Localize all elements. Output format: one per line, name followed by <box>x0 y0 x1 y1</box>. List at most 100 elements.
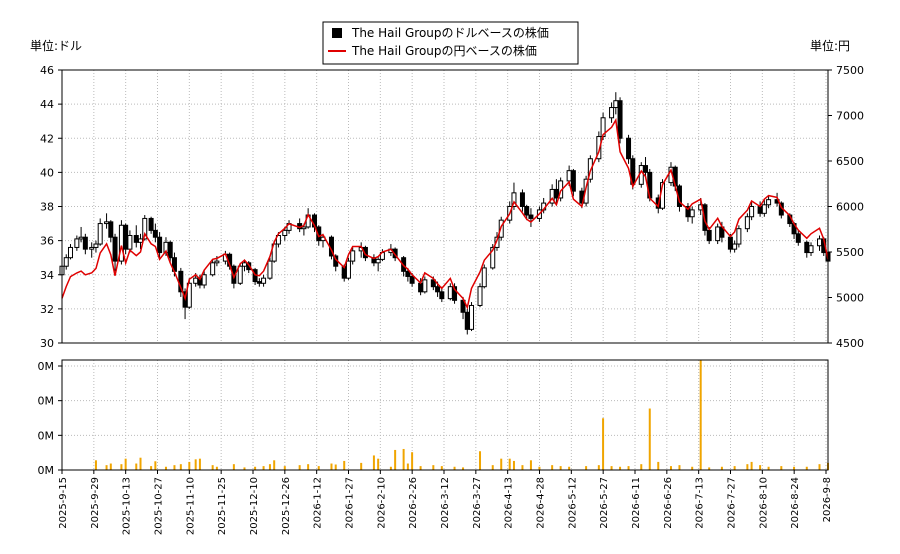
volume-bar <box>188 461 191 470</box>
x-axis-tick-label: 2026-2-10 <box>376 477 387 529</box>
volume-bar <box>334 464 337 470</box>
legend: The Hail Groupのドルベースの株価 The Hail Groupの円… <box>322 21 579 65</box>
candle-down <box>617 100 623 139</box>
volume-bar <box>500 458 503 470</box>
right-axis-unit-label: 単位:円 <box>810 38 850 53</box>
candle-down <box>452 286 458 301</box>
candle-down <box>316 226 322 242</box>
candle-down <box>524 206 530 216</box>
candle-up <box>104 221 110 225</box>
volume-bar <box>406 463 409 470</box>
volume-bar <box>720 466 723 470</box>
x-axis-tick-label: 2026-9-8 <box>822 477 833 522</box>
volume-bar <box>173 465 176 470</box>
volume-bar <box>360 462 363 470</box>
volume-bar <box>194 459 197 470</box>
right-axis-tick-label: 6500 <box>836 155 864 168</box>
x-axis-tick-label: 2025-11-10 <box>185 477 196 535</box>
volume-bar <box>818 464 821 470</box>
candle-up <box>494 236 500 248</box>
candle-up <box>214 260 220 264</box>
candle-up <box>67 246 73 259</box>
left-axis-tick-label: 42 <box>40 132 54 145</box>
left-axis-tick-label: 30 <box>40 337 54 350</box>
candle-down <box>256 281 262 284</box>
right-axis-tick-label: 5500 <box>836 246 864 259</box>
volume-bar <box>164 466 167 470</box>
x-axis-tick-label: 2026-4-13 <box>504 477 515 529</box>
candle-up <box>74 238 80 248</box>
candle-up <box>481 267 487 288</box>
candle-down <box>460 299 466 313</box>
volume-bar <box>691 466 694 470</box>
x-axis-tick-label: 2025-9-29 <box>90 477 101 529</box>
volume-bar <box>521 465 524 470</box>
x-axis-tick-label: 2025-10-13 <box>122 477 133 535</box>
candle-up <box>422 279 428 293</box>
candle-up <box>89 246 95 250</box>
volume-bar <box>94 460 97 470</box>
x-axis-tick-label: 2026-1-12 <box>313 477 324 529</box>
candle-up <box>127 235 133 250</box>
left-axis-tick-label: 44 <box>40 98 54 111</box>
volume-bar <box>307 464 310 470</box>
x-axis-tick-label: 2025-9-15 <box>58 477 69 529</box>
candle-up <box>193 277 199 284</box>
volume-bar <box>215 466 218 470</box>
volume-bar <box>462 467 465 470</box>
x-axis-tick-label: 2026-3-12 <box>440 477 451 529</box>
volume-bar <box>402 448 405 470</box>
volume-bar <box>551 465 554 470</box>
candle-up <box>345 260 351 279</box>
candle-down <box>152 229 158 238</box>
candle-up <box>566 170 572 182</box>
volume-bar <box>419 466 422 470</box>
left-axis-tick-label: 36 <box>40 235 54 248</box>
candle-down <box>464 311 470 330</box>
candle-up <box>511 192 517 208</box>
left-axis-tick-label: 38 <box>40 201 54 214</box>
yen-price-line <box>61 117 829 310</box>
candle-up <box>63 257 69 267</box>
volume-bar <box>232 464 235 470</box>
candle-down <box>570 170 576 192</box>
volume-axis-tick-label: 0M <box>38 360 55 373</box>
volume-bar <box>746 464 749 470</box>
volume-bar <box>124 458 127 470</box>
candle-down <box>553 188 559 199</box>
volume-bar <box>372 455 375 470</box>
volume-bar <box>627 466 630 470</box>
volume-bar <box>640 464 643 470</box>
x-axis-tick-label: 2025-12-26 <box>281 477 292 535</box>
candle-down <box>112 236 118 262</box>
candle-up <box>267 260 273 279</box>
candle-down <box>439 291 445 300</box>
candle-up <box>186 282 192 308</box>
volume-bar <box>139 457 142 470</box>
volume-bar <box>708 467 711 470</box>
candle-down <box>643 165 649 173</box>
x-axis-tick-label: 2026-6-26 <box>663 477 674 529</box>
x-axis-tick-label: 2026-4-28 <box>536 477 547 529</box>
volume-bar <box>602 418 605 470</box>
x-axis-tick-label: 2025-12-10 <box>249 477 260 535</box>
legend-entry-jpy: The Hail Groupの円ベースの株価 <box>351 43 537 58</box>
volume-bar <box>411 452 414 470</box>
candle-down <box>362 246 368 259</box>
volume-bar <box>150 466 153 470</box>
candle-down <box>795 233 801 243</box>
volume-bar <box>610 466 613 470</box>
candle-up <box>97 223 103 245</box>
candle-up <box>477 286 483 306</box>
candle-up <box>282 229 288 237</box>
x-axis-tick-label: 2026-8-10 <box>758 477 769 529</box>
volume-bar <box>538 466 541 470</box>
volume-axis-tick-label: 0M <box>38 429 55 442</box>
volume-bar <box>568 466 571 470</box>
candle-down <box>246 262 252 271</box>
left-axis-tick-label: 40 <box>40 166 54 179</box>
candle-up <box>715 226 721 242</box>
volume-bar <box>179 464 182 470</box>
candle-down <box>148 217 154 231</box>
